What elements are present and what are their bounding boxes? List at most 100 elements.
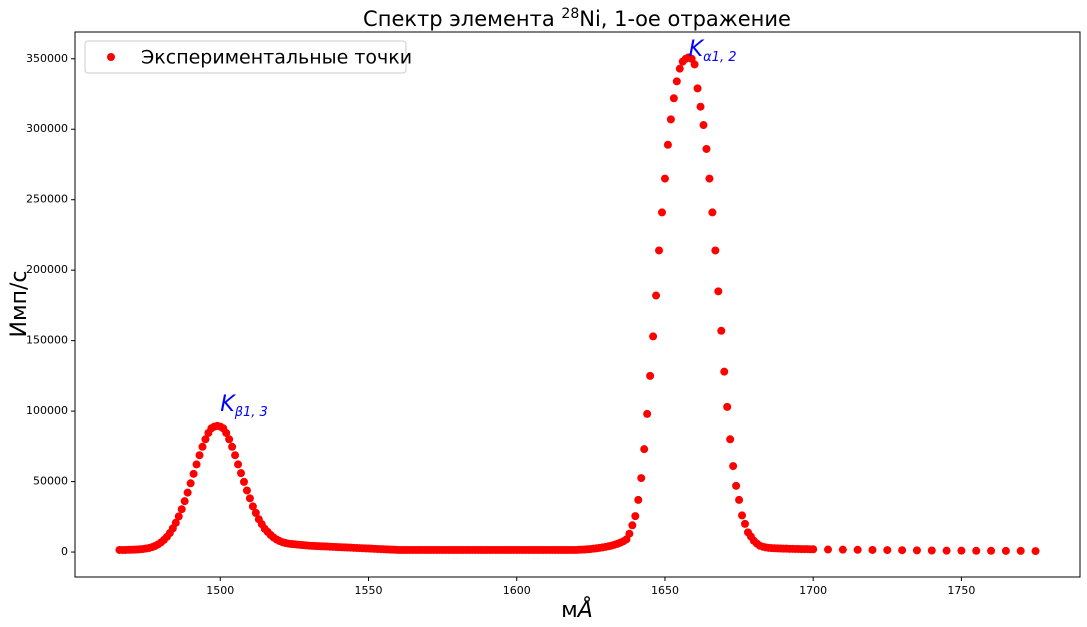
annotation: Kβ1, 3 [220, 392, 268, 420]
data-point [942, 546, 951, 555]
data-point [705, 174, 714, 183]
data-point [198, 442, 207, 451]
data-point [655, 246, 664, 255]
data-point [714, 287, 723, 296]
data-point [225, 435, 234, 444]
data-point [186, 479, 195, 488]
data-point [649, 332, 658, 341]
data-point [228, 442, 237, 451]
data-point [972, 546, 981, 555]
data-point [637, 474, 646, 483]
data-point [741, 519, 749, 528]
data-point [729, 462, 738, 471]
legend-label: Экспериментальные точки [141, 47, 412, 69]
data-point [717, 326, 726, 335]
x-axis-label: мÅ [561, 596, 593, 623]
data-point [643, 409, 652, 418]
x-tick-label: 1650 [651, 584, 679, 597]
data-point [174, 512, 183, 521]
title-text: Спектр элемента [363, 7, 561, 31]
data-point [248, 502, 257, 511]
plot-frame [74, 31, 1081, 578]
data-point [883, 546, 892, 555]
data-point [222, 428, 231, 437]
data-point [726, 435, 735, 444]
data-point [912, 546, 921, 555]
data-point [177, 505, 186, 514]
x-tick-label: 1750 [947, 584, 975, 597]
y-tick-label: 200000 [26, 263, 68, 276]
data-point [927, 546, 936, 555]
legend-box [84, 40, 407, 74]
data-point [732, 481, 741, 490]
x-tick-label: 1600 [503, 584, 531, 597]
y-tick-label: 350000 [26, 52, 68, 65]
data-point [702, 144, 711, 153]
data-point [189, 469, 198, 478]
data-point [239, 477, 248, 486]
data-point [631, 512, 640, 521]
data-point [708, 208, 717, 217]
data-point [957, 546, 966, 555]
y-tick-label: 100000 [26, 404, 68, 417]
data-point [646, 371, 655, 380]
x-label-italic: Å [576, 596, 593, 623]
series [115, 53, 1040, 556]
data-point [234, 460, 243, 469]
title-superscript: 28 [561, 6, 579, 22]
annotation-subscript: α1, 2 [703, 50, 736, 65]
data-point [652, 291, 661, 300]
data-point [666, 115, 675, 124]
x-tick-label: 1550 [354, 584, 382, 597]
data-point [660, 174, 669, 183]
chart-title: Спектр элемента 28Ni, 1-ое отражение [363, 6, 791, 31]
data-point [696, 102, 705, 111]
annotation-text: K [220, 392, 236, 417]
data-point [699, 121, 708, 130]
data-point [987, 546, 996, 555]
data-point [663, 140, 672, 149]
annotation-subscript: β1, 3 [234, 405, 268, 420]
data-point [669, 94, 678, 103]
data-point [183, 488, 192, 497]
data-point [738, 511, 747, 520]
data-point [711, 246, 720, 255]
data-point [251, 508, 260, 517]
data-point [628, 521, 637, 530]
data-point [693, 84, 702, 93]
data-point [237, 469, 246, 478]
data-point [245, 494, 254, 503]
data-point [1001, 546, 1010, 555]
data-point [1016, 546, 1025, 555]
data-point [180, 497, 189, 506]
y-tick-label: 300000 [26, 122, 68, 135]
data-point [201, 435, 210, 444]
title-text: Ni, 1-ое отражение [579, 7, 791, 31]
y-tick-label: 50000 [33, 475, 68, 488]
data-point [672, 77, 681, 86]
data-point [853, 545, 862, 554]
data-point [809, 545, 818, 554]
data-point [675, 64, 684, 73]
data-point [868, 545, 877, 554]
data-point [634, 495, 643, 504]
data-point [690, 60, 699, 69]
annotation: Kα1, 2 [689, 37, 737, 65]
y-tick-label: 150000 [26, 334, 68, 347]
data-point [171, 518, 180, 527]
annotation-text: K [689, 37, 705, 62]
data-point [640, 445, 649, 454]
x-tick-label: 1700 [799, 584, 827, 597]
y-tick-label: 0 [61, 545, 68, 558]
x-tick-label: 1500 [206, 584, 234, 597]
data-point [838, 545, 847, 554]
data-point [735, 495, 744, 504]
data-point [231, 451, 240, 460]
y-axis-label: Имп/с [7, 271, 32, 338]
y-tick-label: 250000 [26, 193, 68, 206]
data-point [898, 546, 907, 555]
data-point [625, 529, 634, 538]
x-label-text: м [561, 598, 578, 623]
